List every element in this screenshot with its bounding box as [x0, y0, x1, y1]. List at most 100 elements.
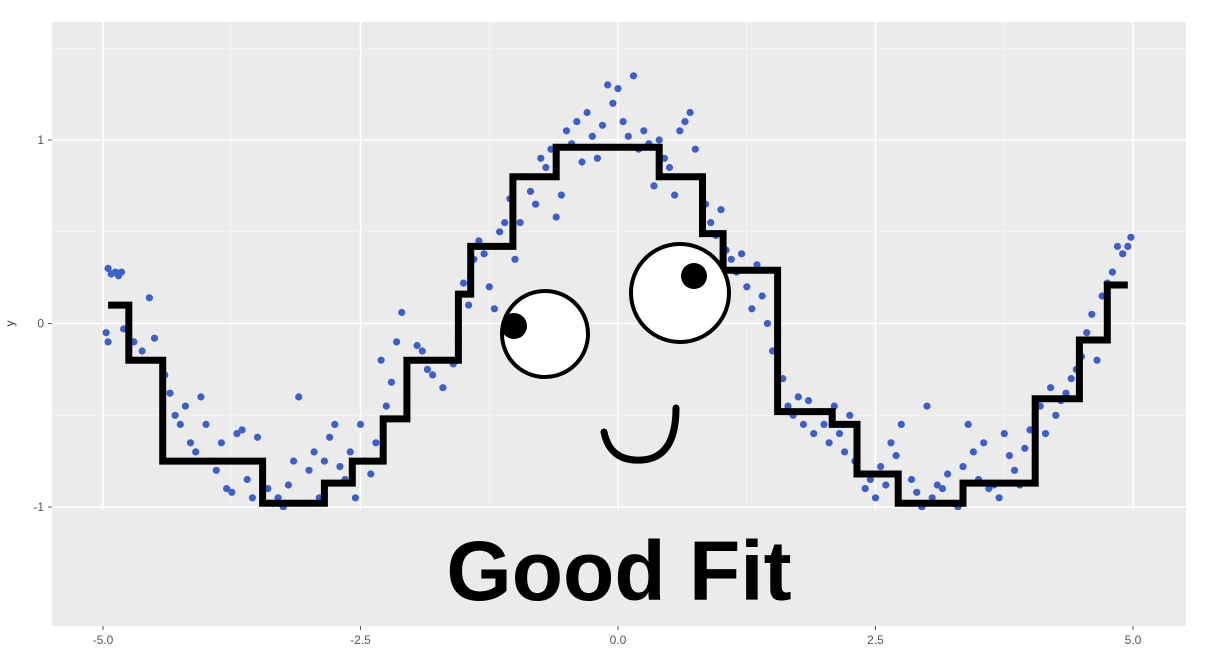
data-point — [1088, 310, 1096, 318]
data-point — [532, 200, 540, 208]
caption-text: Good Fit — [446, 524, 791, 618]
data-point — [825, 439, 833, 447]
data-point — [665, 163, 674, 172]
data-point — [413, 341, 421, 350]
data-point — [346, 448, 354, 456]
data-point — [588, 132, 596, 140]
y-tick-label: -1 — [33, 500, 44, 514]
x-tick-label: 0.0 — [610, 633, 627, 647]
data-point — [459, 279, 468, 287]
data-point — [238, 426, 246, 434]
data-point — [593, 154, 602, 162]
data-point — [980, 439, 988, 447]
data-point — [1119, 250, 1127, 258]
x-tick-label: -5.0 — [93, 633, 114, 647]
data-point — [150, 334, 159, 342]
data-point — [243, 475, 251, 484]
data-point — [604, 81, 612, 89]
data-point — [578, 158, 586, 166]
data-point — [290, 457, 298, 465]
data-point — [1021, 444, 1029, 452]
data-point — [382, 402, 390, 410]
data-point — [537, 154, 545, 162]
data-point — [609, 99, 617, 107]
data-point — [171, 411, 179, 419]
data-point — [1000, 430, 1008, 438]
data-point — [501, 219, 509, 227]
data-point — [686, 108, 694, 117]
data-point — [228, 488, 236, 496]
data-point — [1005, 452, 1014, 460]
data-point — [233, 430, 241, 438]
data-point — [598, 121, 607, 129]
data-point — [835, 430, 844, 438]
data-point — [861, 485, 869, 493]
data-point — [192, 448, 200, 456]
data-point — [753, 261, 761, 269]
data-point — [681, 118, 689, 126]
data-point — [145, 294, 153, 302]
data-point — [846, 411, 854, 419]
data-point — [526, 187, 535, 195]
x-tick-label: 5.0 — [1125, 633, 1142, 647]
data-point — [820, 420, 828, 428]
data-point — [913, 488, 921, 496]
cartoon-face — [500, 242, 731, 464]
data-point — [907, 475, 916, 484]
data-point — [212, 466, 220, 474]
data-point — [310, 448, 318, 456]
step-fit-line — [108, 143, 1128, 507]
data-point — [810, 430, 818, 438]
data-point — [372, 439, 380, 447]
data-point — [897, 420, 905, 428]
data-point — [138, 347, 146, 355]
data-point — [655, 136, 663, 144]
data-point — [887, 439, 895, 447]
data-point — [969, 448, 978, 456]
data-point — [676, 127, 684, 135]
data-point — [619, 118, 627, 126]
data-point — [882, 481, 890, 489]
data-point — [804, 397, 813, 405]
data-point — [186, 439, 195, 447]
data-point — [465, 301, 473, 309]
data-point — [995, 494, 1003, 502]
data-point — [331, 420, 339, 428]
data-point — [104, 338, 112, 346]
data-point — [985, 485, 993, 493]
axes: -5.0 -2.5 0.0 2.5 5.0 -1 0 1 y — [3, 133, 1142, 647]
data-point — [439, 384, 447, 392]
data-point — [938, 485, 947, 493]
data-point — [197, 393, 205, 401]
data-point — [181, 402, 189, 410]
data-point — [305, 466, 313, 474]
data-point — [102, 329, 110, 337]
data-point — [573, 118, 581, 126]
data-point — [117, 268, 126, 276]
data-point — [1108, 268, 1116, 276]
grid-lines — [52, 22, 1186, 626]
right-pupil — [681, 263, 707, 289]
data-point — [794, 393, 802, 401]
data-point — [557, 191, 566, 199]
data-point — [223, 485, 231, 493]
x-tick-label: -2.5 — [350, 633, 371, 647]
data-point — [717, 206, 725, 214]
data-point — [284, 481, 292, 489]
data-point — [326, 433, 334, 441]
data-point — [1047, 384, 1055, 392]
data-point — [841, 448, 849, 456]
data-point — [351, 494, 359, 502]
data-point — [274, 494, 282, 502]
data-point — [866, 475, 875, 484]
data-point — [429, 371, 437, 379]
left-pupil — [501, 313, 527, 339]
data-point — [511, 255, 519, 263]
caption-backdrop — [52, 510, 1186, 626]
data-point — [923, 402, 931, 410]
data-point — [583, 108, 591, 117]
y-tick-label: 1 — [37, 133, 44, 147]
data-point — [1062, 389, 1070, 397]
data-point — [393, 338, 401, 346]
data-point — [217, 439, 225, 447]
